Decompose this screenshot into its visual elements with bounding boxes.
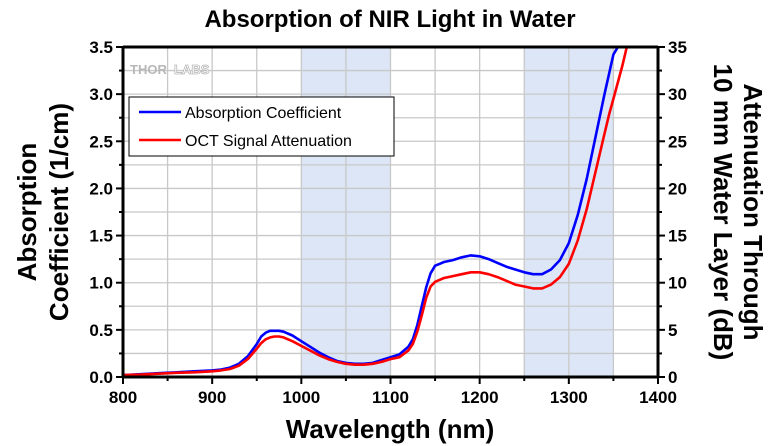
- legend-label-attenuation: OCT Signal Attenuation: [185, 133, 352, 150]
- legend-box: [128, 96, 395, 157]
- y-tick-label-left: 2.5: [89, 132, 113, 151]
- y-tick-label-right: 5: [668, 321, 677, 340]
- y-axis-label-left: Absorption Coefficient (1/cm): [12, 103, 74, 321]
- ticks: 800 900 1000 1100 1200 1300 1400 0.0 0.5 1.0 1.5 2.…: [89, 38, 687, 407]
- y-axis-label-right-line1: Attenuation Through: [738, 83, 768, 340]
- y-axis-label-left-line1: Absorption: [12, 143, 42, 282]
- x-tick-label: 1000: [282, 388, 320, 407]
- y-axis-label-right: Attenuation Through 10 mm Water Layer (d…: [708, 64, 768, 361]
- y-axis-label-right-line2: 10 mm Water Layer (dB): [708, 64, 738, 361]
- y-tick-label-right: 30: [668, 85, 687, 104]
- y-tick-label-left: 1.5: [89, 227, 113, 246]
- y-tick-label-right: 20: [668, 179, 687, 198]
- y-axis-label-left-line2: Coefficient (1/cm): [44, 103, 74, 321]
- legend-label-absorption: Absorption Coefficient: [185, 105, 342, 122]
- y-tick-label-left: 2.0: [89, 179, 113, 198]
- x-tick-label: 1300: [550, 388, 588, 407]
- watermark-labs: LABS: [174, 62, 210, 77]
- y-tick-label-left: 1.0: [89, 274, 113, 293]
- x-tick-label: 900: [198, 388, 226, 407]
- x-axis-label: Wavelength (nm): [286, 414, 494, 444]
- watermark-thor: THOR: [130, 62, 167, 77]
- y-tick-label-right: 10: [668, 274, 687, 293]
- y-tick-label-left: 3.0: [89, 85, 113, 104]
- x-tick-label: 800: [109, 388, 137, 407]
- y-tick-label-left: 0.5: [89, 321, 113, 340]
- series-line-absorption: [123, 47, 620, 377]
- y-tick-label-left: 3.5: [89, 38, 113, 57]
- series-line-attenuation: [123, 47, 629, 377]
- x-tick-label: 1100: [372, 388, 409, 407]
- series: [123, 47, 629, 377]
- legend: Absorption Coefficient OCT Signal Attenu…: [128, 96, 395, 157]
- x-tick-label: 1200: [461, 388, 499, 407]
- x-tick-label: 1400: [639, 388, 677, 407]
- y-tick-label-right: 25: [668, 132, 687, 151]
- y-tick-label-right: 15: [668, 227, 687, 246]
- y-tick-label-right: 35: [668, 38, 687, 57]
- thorlabs-watermark: THOR LABS: [130, 62, 210, 78]
- chart-title: Absorption of NIR Light in Water: [204, 6, 575, 33]
- y-tick-label-right: 0: [668, 368, 677, 387]
- y-tick-label-left: 0.0: [89, 368, 113, 387]
